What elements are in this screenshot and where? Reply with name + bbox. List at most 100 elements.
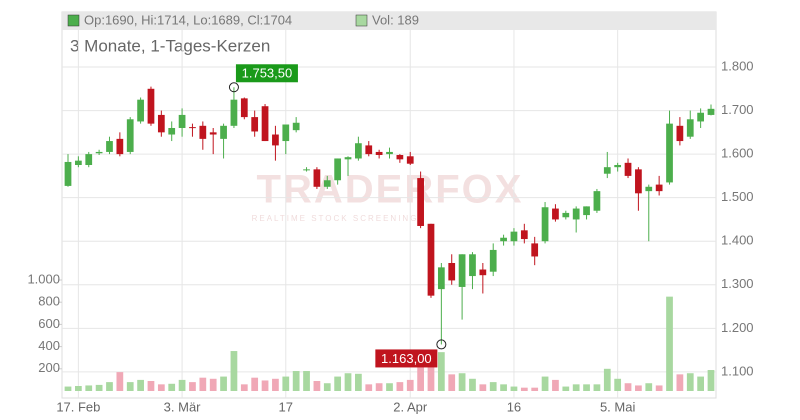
- candle-body: [572, 208, 580, 220]
- legend-bar: [62, 12, 716, 30]
- plot-frame: [61, 11, 717, 399]
- candle-body: [126, 119, 134, 152]
- candle-body: [396, 154, 404, 160]
- watermark-sub: REALTIME STOCK SCREENING: [252, 214, 419, 223]
- volume-bar: [334, 376, 342, 391]
- candle-body: [355, 143, 362, 159]
- volume-bar: [178, 379, 186, 391]
- volume-bar: [64, 386, 72, 391]
- candle-body: [676, 125, 684, 142]
- watermark: TRADERFOX: [257, 168, 524, 212]
- volume-bar: [666, 296, 673, 391]
- x-tick-label: 17. Feb: [56, 399, 100, 414]
- candle-body: [157, 114, 165, 133]
- volume-bar: [603, 368, 611, 391]
- volume-bar: [157, 384, 165, 391]
- volume-bar: [469, 378, 476, 391]
- candle-body: [531, 243, 539, 257]
- volume-bar: [541, 376, 549, 391]
- candle-body: [116, 138, 124, 155]
- volume-bar: [126, 382, 134, 391]
- candle-body: [655, 184, 663, 192]
- volume-bar: [240, 384, 248, 391]
- legend-volume-swatch: [355, 14, 368, 27]
- candle-body: [510, 231, 518, 242]
- volume-bar: [303, 371, 310, 391]
- candle-body: [168, 127, 176, 135]
- candle-body: [344, 157, 352, 160]
- x-tick-label: 16: [507, 399, 521, 414]
- legend-ohlc: Op:1690, Hi:1714, Lo:1689, Cl:1704: [84, 12, 292, 27]
- volume-bar: [458, 373, 466, 391]
- candle-body: [520, 230, 528, 240]
- volume-bar: [520, 387, 528, 391]
- candle-body: [541, 207, 549, 242]
- volume-bar: [137, 379, 144, 391]
- y-tick-label: 1.700: [721, 102, 754, 117]
- volume-bar: [365, 384, 373, 391]
- candle-body: [500, 237, 507, 242]
- candle-body: [427, 223, 435, 296]
- candle-body: [75, 160, 82, 166]
- y2-tick-label: 600: [38, 316, 60, 331]
- volume-bar: [697, 376, 704, 391]
- volume-bar: [85, 385, 93, 391]
- volume-bar: [168, 383, 176, 391]
- candle-body: [240, 98, 248, 118]
- volume-bar: [427, 357, 435, 391]
- candle-body: [666, 123, 673, 183]
- y-tick-label: 1.200: [721, 320, 754, 335]
- y-tick-label: 1.100: [721, 363, 754, 378]
- candle-body: [147, 88, 155, 124]
- x-tick-label: 5. Mai: [600, 399, 636, 414]
- volume-bar: [251, 377, 259, 391]
- y2-tick-label: 800: [38, 294, 60, 309]
- candle-body: [313, 169, 321, 187]
- candle-body: [64, 161, 72, 186]
- volume-bar: [676, 374, 684, 391]
- candle-body: [406, 156, 414, 164]
- volume-bar: [209, 378, 217, 391]
- volume-bar: [686, 373, 694, 391]
- candle-body: [189, 127, 196, 129]
- y-tick-label: 1.300: [721, 276, 754, 291]
- volume-bar: [406, 379, 414, 391]
- candle-body: [292, 122, 300, 131]
- candle-body: [583, 206, 590, 216]
- volume-bar: [272, 378, 279, 391]
- volume-bar: [323, 383, 331, 391]
- candle-body: [95, 151, 103, 154]
- volume-bar: [189, 382, 196, 391]
- candle-body: [282, 124, 290, 142]
- candle-body: [469, 254, 476, 277]
- volume-bar: [572, 384, 580, 391]
- y-tick-label: 1.400: [721, 233, 754, 248]
- annotation-label: 1.753,50: [242, 66, 293, 81]
- volume-bar: [593, 384, 601, 391]
- annotation-label: 1.163,00: [381, 351, 432, 366]
- y-tick-label: 1.600: [721, 146, 754, 161]
- candle-body: [707, 108, 715, 115]
- volume-bar: [624, 383, 632, 391]
- volume-bar: [75, 386, 82, 391]
- volume-bar: [448, 374, 456, 391]
- candle-body: [448, 262, 456, 281]
- legend-ohlc-swatch: [67, 14, 80, 27]
- volume-bar: [147, 381, 155, 391]
- candle-body: [199, 125, 207, 139]
- y-tick-label: 1.800: [721, 58, 754, 73]
- volume-bar: [396, 382, 404, 391]
- volume-bar: [489, 382, 497, 391]
- volume-bar: [552, 379, 559, 391]
- annotation-box: [375, 349, 438, 368]
- volume-bar: [614, 378, 622, 391]
- candle-body: [106, 141, 113, 152]
- candle-body: [365, 145, 373, 155]
- volume-bar: [261, 380, 269, 391]
- volume-bar: [417, 361, 424, 391]
- volume-bar: [116, 372, 124, 391]
- x-tick-label: 17: [279, 399, 293, 414]
- candle-body: [562, 212, 570, 218]
- candle-body: [417, 178, 424, 226]
